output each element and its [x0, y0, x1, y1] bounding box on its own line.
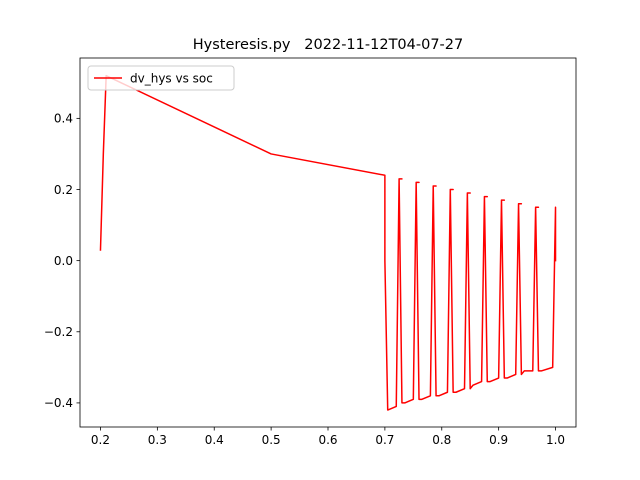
x-tick-label: 0.4	[205, 433, 224, 447]
y-tick-label: 0.0	[54, 254, 73, 268]
x-tick-label: 1.0	[546, 433, 565, 447]
legend: dv_hys vs soc	[87, 65, 235, 91]
x-tick-label: 0.7	[375, 433, 394, 447]
y-tick-label: −0.4	[44, 396, 73, 410]
legend-label: dv_hys vs soc	[130, 72, 213, 86]
chart-title: Hysteresis.py 2022-11-12T04-07-27	[193, 37, 464, 53]
y-tick-label: 0.2	[54, 183, 73, 197]
x-tick-label: 0.6	[318, 433, 337, 447]
x-tick-label: 0.8	[432, 433, 451, 447]
x-tick-label: 0.2	[91, 433, 110, 447]
x-tick-label: 0.5	[262, 433, 281, 447]
legend-box	[87, 65, 235, 91]
x-tick-label: 0.9	[489, 433, 508, 447]
axes: 0.2 0.3 0.4 0.5 0.6 0.7 0.8 0.9 1.0 −0.4 −0.2 0.0 0.…	[44, 57, 577, 447]
x-tick-label: 0.3	[148, 433, 167, 447]
y-tick-label: 0.4	[54, 112, 73, 126]
plot-area	[99, 74, 557, 411]
series-line-0	[99, 74, 557, 411]
y-tick-label: −0.2	[44, 325, 73, 339]
